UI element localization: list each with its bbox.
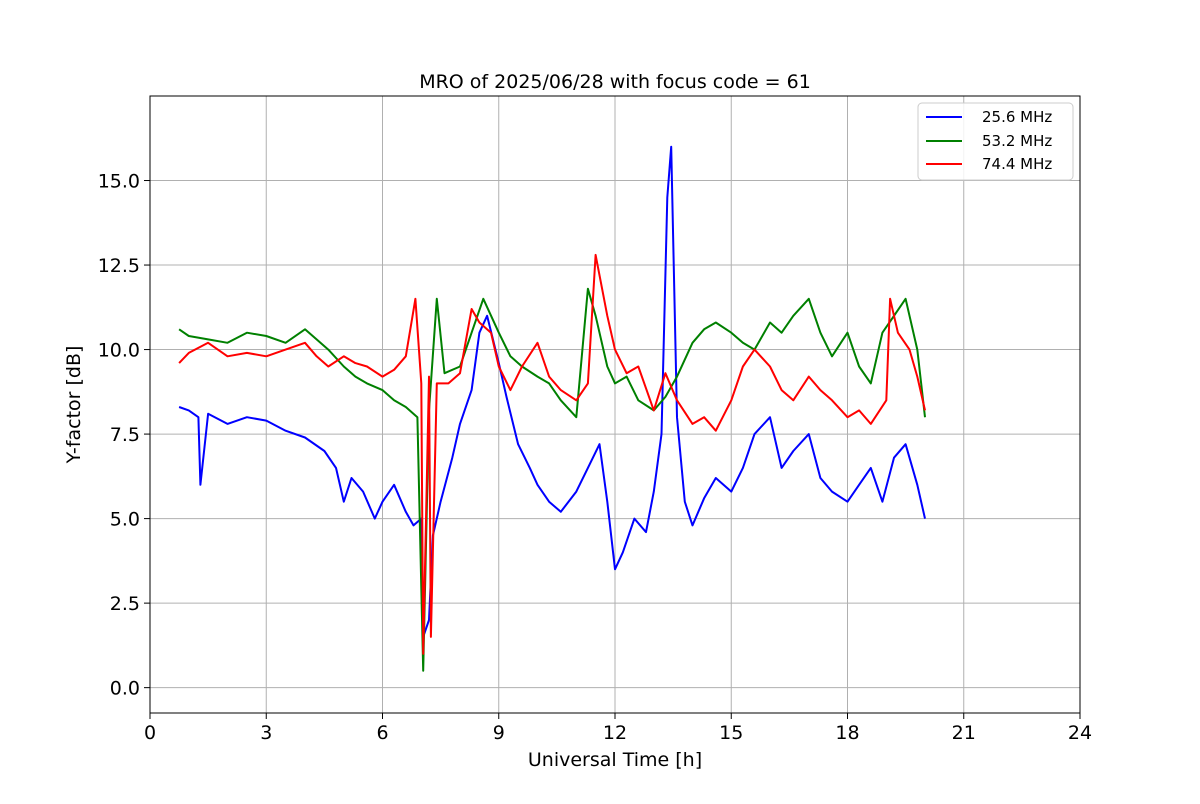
legend-box xyxy=(917,102,1074,181)
series-line-25-6-mhz xyxy=(178,145,926,638)
x-axis-label: Universal Time [h] xyxy=(528,749,702,771)
x-tick-label: 6 xyxy=(376,722,388,744)
legend-label-25-6: 25.6 MHz xyxy=(982,108,1052,126)
legend-label-74-4: 74.4 MHz xyxy=(982,155,1052,173)
x-tick-label: 15 xyxy=(719,722,743,744)
series-line-74-4-mhz xyxy=(178,253,926,655)
y-tick-label: 12.5 xyxy=(98,255,140,277)
y-tick-label: 2.5 xyxy=(110,593,140,615)
y-tick-label: 0.0 xyxy=(110,678,140,700)
y-tick-label: 5.0 xyxy=(110,509,140,531)
y-tick-label: 15.0 xyxy=(98,171,140,193)
legend: 25.6 MHz 53.2 MHz 74.4 MHz xyxy=(917,102,1074,181)
x-tick-label: 21 xyxy=(952,722,976,744)
x-tick-label: 12 xyxy=(603,722,627,744)
y-tick-label: 10.0 xyxy=(98,340,140,362)
x-tick-label: 18 xyxy=(835,722,859,744)
series-lines xyxy=(178,145,926,672)
series-line-53-2-mhz xyxy=(178,287,926,672)
x-tick-label: 9 xyxy=(493,722,505,744)
x-tick-label: 3 xyxy=(260,722,272,744)
legend-label-53-2: 53.2 MHz xyxy=(982,132,1052,150)
axis-ticks: 0 3 6 9 12 15 18 21 24 0.0 2.5 5.0 7.5 10.0 12.5 15.0 xyxy=(98,171,1092,744)
y-tick-label: 7.5 xyxy=(110,424,140,446)
x-tick-label: 0 xyxy=(144,722,156,744)
chart-title: MRO of 2025/06/28 with focus code = 61 xyxy=(419,71,811,93)
y-axis-label: Y-factor [dB] xyxy=(63,346,85,465)
x-tick-label: 24 xyxy=(1068,722,1092,744)
